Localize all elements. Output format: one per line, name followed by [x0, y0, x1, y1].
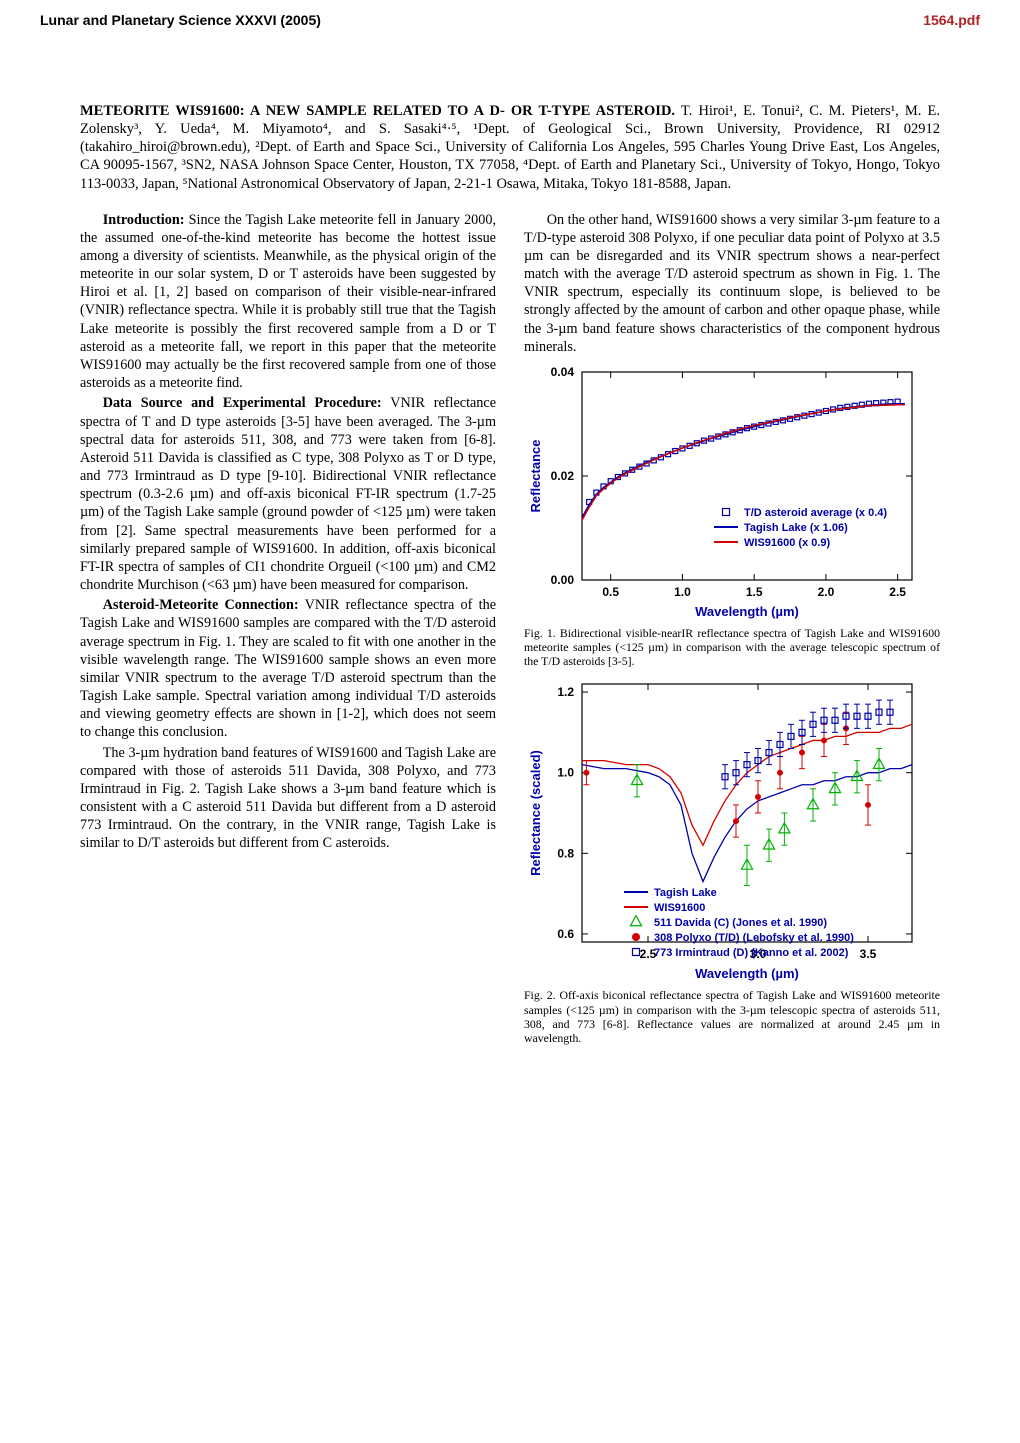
data-text: VNIR reflectance spectra of T and D type… — [80, 395, 496, 593]
svg-text:Reflectance (scaled): Reflectance (scaled) — [528, 751, 543, 877]
svg-text:0.8: 0.8 — [557, 847, 574, 861]
intro-head: Introduction: — [103, 212, 185, 228]
svg-text:0.00: 0.00 — [551, 573, 575, 587]
svg-text:WIS91600 (x 0.9): WIS91600 (x 0.9) — [744, 537, 831, 549]
header-right: 1564.pdf — [923, 12, 980, 28]
data-head: Data Source and Experimental Procedure: — [103, 395, 382, 411]
svg-text:308 Polyxo (T/D) (Lebofsky et: 308 Polyxo (T/D) (Lebofsky et al. 1990) — [654, 932, 854, 944]
svg-text:0.6: 0.6 — [557, 927, 574, 941]
title-bold: METEORITE WIS91600: A NEW SAMPLE RELATED… — [80, 103, 675, 119]
svg-text:0.02: 0.02 — [551, 469, 575, 483]
header-left: Lunar and Planetary Science XXXVI (2005) — [40, 12, 321, 28]
title-block: METEORITE WIS91600: A NEW SAMPLE RELATED… — [80, 102, 940, 193]
svg-text:511 Davida (C) (Jones et al. 1: 511 Davida (C) (Jones et al. 1990) — [654, 917, 827, 929]
svg-text:Reflectance: Reflectance — [528, 440, 543, 513]
svg-text:2.0: 2.0 — [818, 585, 835, 599]
intro-para: Introduction: Since the Tagish Lake mete… — [80, 211, 496, 393]
svg-text:3.5: 3.5 — [860, 947, 877, 961]
figure-2: 2.53.03.50.60.81.01.2Wavelength (µm)Refl… — [524, 674, 940, 984]
svg-text:Tagish Lake (x 1.06): Tagish Lake (x 1.06) — [744, 522, 848, 534]
intro-text: Since the Tagish Lake meteorite fell in … — [80, 212, 496, 392]
figure-1-caption: Fig. 1. Bidirectional visible-nearIR ref… — [524, 626, 940, 668]
two-column-layout: Introduction: Since the Tagish Lake mete… — [80, 211, 940, 1047]
conn-para: Asteroid-Meteorite Connection: VNIR refl… — [80, 596, 496, 741]
p4: The 3-µm hydration band features of WIS9… — [80, 744, 496, 853]
svg-text:2.5: 2.5 — [889, 585, 906, 599]
page-body: METEORITE WIS91600: A NEW SAMPLE RELATED… — [0, 32, 1020, 1087]
conn-text: VNIR reflectance spectra of the Tagish L… — [80, 597, 496, 740]
conn-head: Asteroid-Meteorite Connection: — [103, 597, 299, 613]
svg-text:1.2: 1.2 — [557, 686, 574, 700]
right-p1: On the other hand, WIS91600 shows a very… — [524, 211, 940, 356]
right-column: On the other hand, WIS91600 shows a very… — [524, 211, 940, 1047]
svg-text:Wavelength (µm): Wavelength (µm) — [695, 966, 799, 981]
svg-text:0.04: 0.04 — [551, 365, 575, 379]
svg-text:T/D asteroid average (x 0.4): T/D asteroid average (x 0.4) — [744, 507, 887, 519]
figure-2-svg: 2.53.03.50.60.81.01.2Wavelength (µm)Refl… — [524, 674, 924, 984]
running-header: Lunar and Planetary Science XXXVI (2005)… — [0, 0, 1020, 32]
svg-text:1.0: 1.0 — [674, 585, 691, 599]
figure-1-svg: 0.5 1.0 1.5 2.0 2.5 0.00 0.02 0.04 Wavelength (µ… — [524, 362, 924, 622]
svg-text:1.5: 1.5 — [746, 585, 763, 599]
data-para: Data Source and Experimental Procedure: … — [80, 394, 496, 594]
svg-text:Wavelength (µm): Wavelength (µm) — [695, 604, 799, 619]
svg-text:Tagish Lake: Tagish Lake — [654, 887, 717, 899]
svg-text:WIS91600: WIS91600 — [654, 902, 705, 914]
figure-2-caption: Fig. 2. Off-axis biconical reflectance s… — [524, 988, 940, 1045]
svg-text:773 Irmintraud (D) (Kanno et a: 773 Irmintraud (D) (Kanno et al. 2002) — [654, 947, 849, 959]
figure-1: 0.5 1.0 1.5 2.0 2.5 0.00 0.02 0.04 Wavelength (µ… — [524, 362, 940, 622]
svg-text:1.0: 1.0 — [557, 766, 574, 780]
left-column: Introduction: Since the Tagish Lake mete… — [80, 211, 496, 1047]
svg-text:0.5: 0.5 — [602, 585, 619, 599]
